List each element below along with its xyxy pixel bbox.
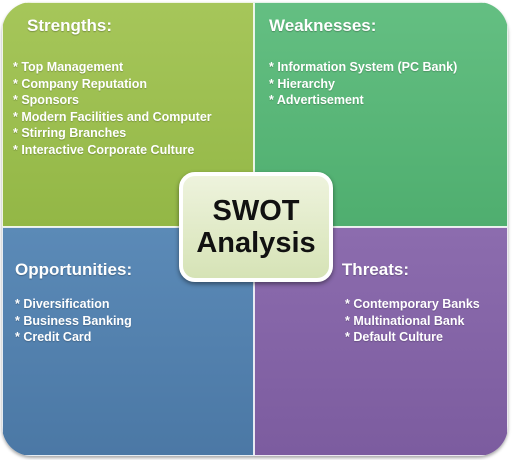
threats-list: * Contemporary Banks * Multinational Ban… bbox=[345, 296, 480, 346]
weaknesses-heading: Weaknesses: bbox=[269, 16, 377, 35]
strengths-item: * Modern Facilities and Computer bbox=[13, 109, 212, 124]
strengths-list: * Top Management * Company Reputation * … bbox=[13, 59, 212, 158]
weaknesses-item: * Information System (PC Bank) bbox=[269, 60, 458, 74]
strengths-item: * Interactive Corporate Culture bbox=[13, 142, 195, 157]
strengths-item: * Company Reputation bbox=[13, 76, 148, 91]
strengths-item: * Sponsors bbox=[13, 93, 79, 107]
swot-diagram: Strengths: * Top Management * Company Re… bbox=[2, 2, 508, 456]
opportunities-list: * Diversification * Business Banking * C… bbox=[15, 296, 132, 346]
strengths-item: * Stirring Branches bbox=[13, 126, 127, 140]
opportunities-item: * Credit Card bbox=[15, 330, 92, 344]
swot-center-box: SWOT Analysis bbox=[179, 172, 333, 282]
opportunities-item: * Diversification bbox=[15, 297, 110, 311]
weaknesses-item: * Advertisement bbox=[269, 93, 364, 107]
strengths-quadrant: Strengths: * Top Management * Company Re… bbox=[2, 2, 254, 227]
threats-item: * Contemporary Banks bbox=[345, 297, 480, 311]
opportunities-heading: Opportunities: bbox=[15, 260, 133, 279]
weaknesses-list: * Information System (PC Bank) * Hierarc… bbox=[269, 59, 457, 109]
threats-heading: Threats: bbox=[341, 260, 409, 279]
opportunities-item: * Business Banking bbox=[15, 313, 132, 328]
swot-title: SWOT Analysis bbox=[196, 195, 316, 259]
threats-item: * Default Culture bbox=[345, 330, 443, 344]
threats-item: * Multinational Bank bbox=[345, 313, 465, 328]
weaknesses-item: * Hierarchy bbox=[269, 76, 336, 91]
strengths-item: * Top Management bbox=[13, 60, 124, 74]
strengths-heading: Strengths: bbox=[27, 16, 112, 35]
